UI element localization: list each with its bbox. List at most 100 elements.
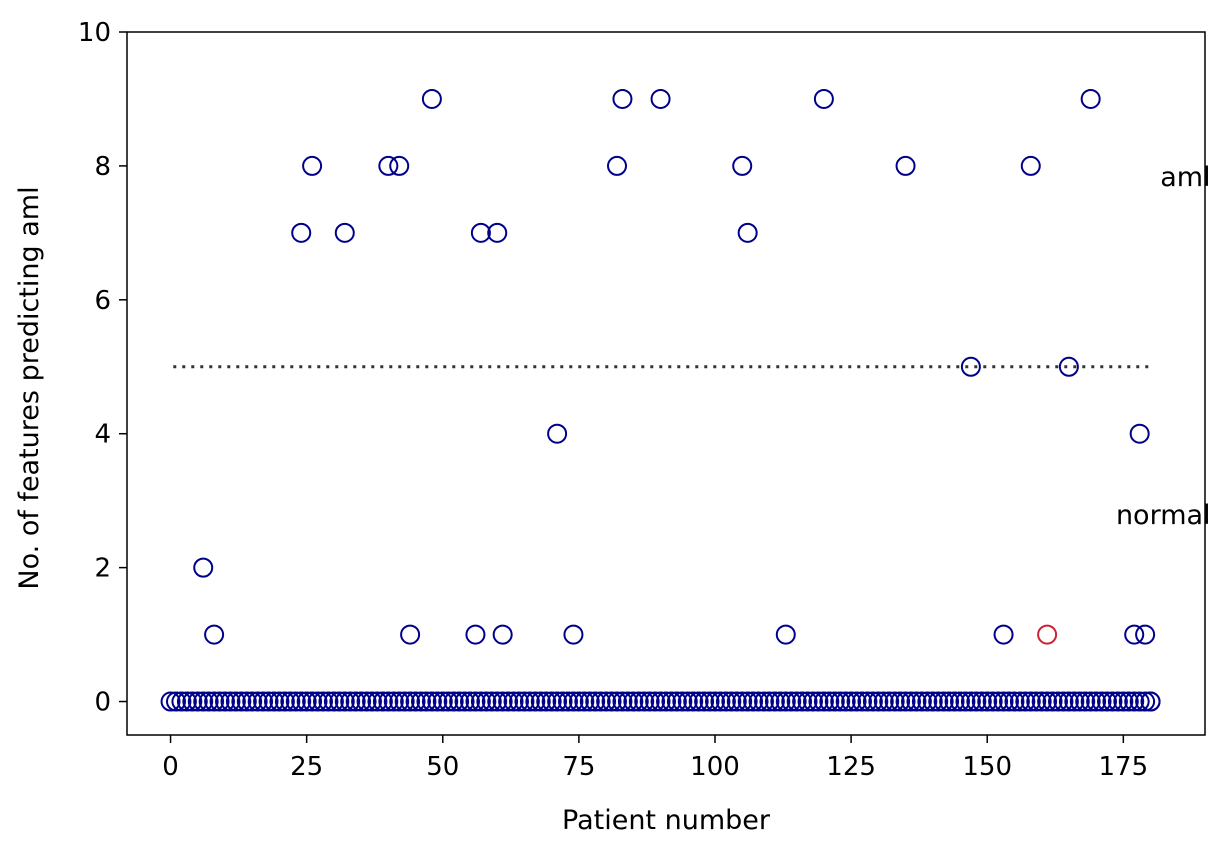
data-point xyxy=(677,691,698,712)
data-point xyxy=(558,691,578,712)
x-tick-label: 150 xyxy=(962,752,1012,782)
highlighted-data-point xyxy=(1037,624,1058,645)
x-tick-label: 125 xyxy=(826,752,876,782)
data-point xyxy=(514,691,535,712)
data-point xyxy=(1124,691,1145,712)
data-point xyxy=(454,691,475,712)
x-tick-label: 175 xyxy=(1099,752,1149,782)
data-point xyxy=(901,691,921,712)
data-point xyxy=(1009,691,1030,712)
data-point xyxy=(340,691,361,712)
data-point xyxy=(726,691,747,712)
data-point xyxy=(307,691,328,712)
data-point xyxy=(748,691,769,712)
data-point xyxy=(160,691,181,712)
data-point xyxy=(563,624,584,645)
data-point xyxy=(764,691,785,712)
data-point xyxy=(525,691,546,712)
data-point xyxy=(1053,691,1074,712)
data-point xyxy=(367,691,388,712)
data-point xyxy=(743,691,764,712)
data-point xyxy=(1058,356,1079,377)
data-point xyxy=(215,691,235,712)
data-point xyxy=(541,691,562,712)
data-point xyxy=(650,88,671,109)
data-point xyxy=(264,691,284,712)
data-point xyxy=(694,691,715,712)
y-tick-label: 4 xyxy=(94,420,111,450)
data-point xyxy=(220,691,241,712)
data-point xyxy=(492,691,513,712)
data-point xyxy=(661,691,682,712)
data-point xyxy=(568,691,589,712)
data-point xyxy=(389,691,410,712)
data-point xyxy=(487,222,508,243)
data-point xyxy=(966,691,987,712)
data-point xyxy=(574,691,595,712)
data-point xyxy=(432,691,453,712)
data-point xyxy=(362,691,382,712)
data-point xyxy=(547,691,568,712)
data-point xyxy=(993,624,1014,645)
data-point xyxy=(1037,691,1058,712)
data-point xyxy=(835,691,856,712)
data-point xyxy=(1064,691,1085,712)
data-point xyxy=(209,691,230,712)
data-point xyxy=(1140,691,1161,712)
data-point xyxy=(928,691,949,712)
data-point xyxy=(204,624,225,645)
data-point xyxy=(470,691,491,712)
data-point xyxy=(628,691,649,712)
data-point xyxy=(1015,691,1036,712)
data-point xyxy=(895,155,916,176)
data-point xyxy=(754,691,774,712)
data-point xyxy=(933,691,954,712)
data-point xyxy=(775,691,796,712)
data-point xyxy=(225,691,246,712)
data-point xyxy=(759,691,780,712)
data-point xyxy=(460,691,480,712)
data-point xyxy=(400,624,421,645)
data-point xyxy=(737,691,758,712)
data-point xyxy=(830,691,851,712)
x-tick-label: 50 xyxy=(426,752,459,782)
data-point xyxy=(329,691,350,712)
y-tick-label: 8 xyxy=(94,152,111,182)
data-point xyxy=(400,691,421,712)
data-point xyxy=(715,691,736,712)
data-point xyxy=(470,222,491,243)
data-point xyxy=(922,691,943,712)
data-point xyxy=(296,691,317,712)
data-point xyxy=(1020,155,1041,176)
data-point xyxy=(280,691,301,712)
data-point xyxy=(939,691,960,712)
data-point xyxy=(890,691,911,712)
data-point xyxy=(1135,691,1156,712)
y-tick-label: 2 xyxy=(94,554,111,584)
data-point xyxy=(813,691,834,712)
data-point xyxy=(1069,691,1090,712)
data-point xyxy=(612,691,633,712)
data-point xyxy=(394,691,415,712)
data-point xyxy=(492,624,513,645)
data-point xyxy=(607,155,627,176)
data-point xyxy=(1058,691,1079,712)
data-point xyxy=(204,691,225,712)
x-tick-label: 75 xyxy=(562,752,595,782)
data-point xyxy=(443,691,464,712)
data-point xyxy=(732,155,753,176)
data-point xyxy=(171,691,192,712)
data-point xyxy=(416,691,437,712)
data-point xyxy=(427,691,448,712)
data-point xyxy=(639,691,660,712)
data-point xyxy=(182,691,203,712)
data-point xyxy=(405,691,426,712)
data-point xyxy=(536,691,557,712)
data-point xyxy=(623,691,644,712)
data-point xyxy=(601,691,622,712)
data-point xyxy=(1026,691,1047,712)
data-point xyxy=(378,155,399,176)
data-point xyxy=(231,691,252,712)
data-point xyxy=(911,691,932,712)
data-point xyxy=(1086,691,1107,712)
